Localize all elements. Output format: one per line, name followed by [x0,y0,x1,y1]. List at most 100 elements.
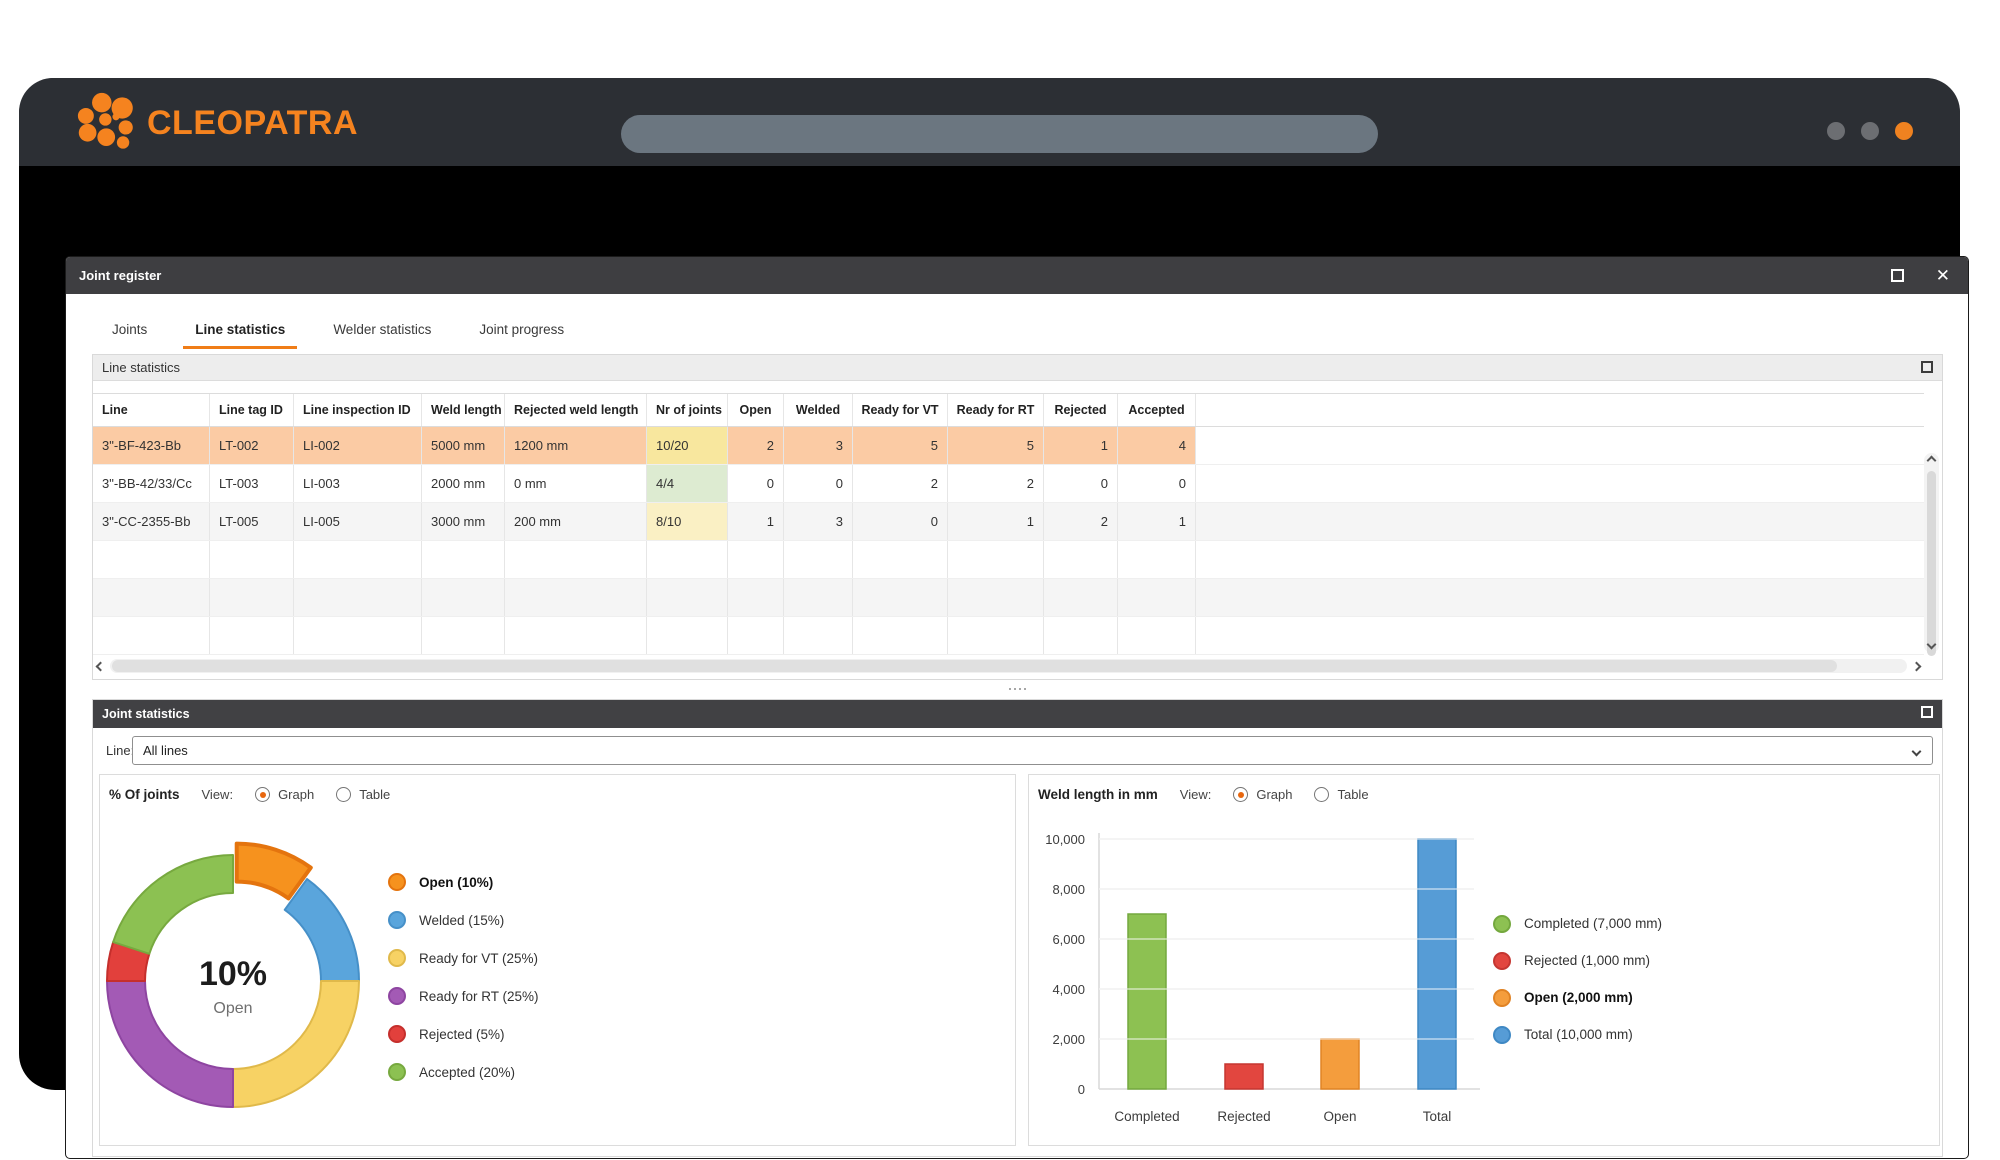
tab-line-statistics[interactable]: Line statistics [183,312,298,349]
scroll-left-icon[interactable] [95,661,106,671]
tab-joints[interactable]: Joints [112,322,148,337]
column-header[interactable]: Nr of joints [647,394,728,426]
table-row-empty [93,541,1924,579]
donut-legend: Open (10%) Welded (15%) Ready for VT (25%)… [388,863,539,1091]
line-filter-dropdown[interactable]: All lines [132,736,1933,765]
tab-welder-statistics[interactable]: Welder statistics [333,322,432,337]
window-dot-icon[interactable] [1827,122,1845,140]
line-statistics-panel: Line statistics Line Line tag ID Line insp… [92,354,1943,680]
window-controls [1827,122,1913,140]
column-header[interactable]: Welded [784,394,853,426]
table-cell: 0 [1118,465,1196,502]
legend-item-rejected[interactable]: Rejected (1,000 mm) [1493,942,1662,979]
horizontal-scrollbar[interactable] [95,657,1922,675]
table-row[interactable]: 3"-BB-42/33/Cc LT-003 LI-003 2000 mm 0 mm 4/4… [93,465,1924,503]
vertical-scrollbar[interactable] [1924,453,1939,656]
table-cell [784,617,853,654]
radio-label: Table [1337,787,1369,802]
line-statistics-table-area: Line Line tag ID Line inspection ID Weld le… [93,381,1942,679]
table-cell: 5000 mm [422,427,505,464]
maximize-icon[interactable] [1890,269,1904,282]
radio-unselected-icon[interactable] [1314,787,1330,802]
table-cell: 2 [728,427,784,464]
horizontal-scroll-thumb[interactable] [112,660,1838,672]
table-cell: 4/4 [647,465,728,502]
table-row[interactable]: 3"-CC-2355-Bb LT-005 LI-005 3000 mm 200 mm 8/… [93,503,1924,541]
dialog-header[interactable]: Joint register ✕ [66,257,1968,294]
tab-joint-progress[interactable]: Joint progress [479,322,565,337]
radio-unselected-icon[interactable] [336,787,352,802]
panel-title: Joint statistics [102,707,190,721]
table-cell [728,617,784,654]
table-cell: 200 mm [505,503,647,540]
panel-maximize-icon[interactable] [1921,706,1933,718]
table-cell-filler [1196,617,1924,654]
table-cell: LI-002 [294,427,422,464]
table-cell: 2 [853,465,948,502]
legend-item-rejected[interactable]: Rejected (5%) [388,1015,539,1053]
bar-completed[interactable] [1127,913,1167,1090]
column-header[interactable]: Weld length [422,394,505,426]
legend-item-open[interactable]: Open (2,000 mm) [1493,979,1662,1016]
scroll-up-icon[interactable] [1926,455,1937,466]
scroll-right-icon[interactable] [1911,661,1922,671]
donut-slice-welded[interactable] [283,878,360,982]
view-option-graph[interactable]: Graph [1233,787,1292,802]
table-cell: 2000 mm [422,465,505,502]
view-option-table[interactable]: Table [1314,787,1369,802]
column-header[interactable]: Ready for VT [853,394,948,426]
table-row[interactable]: 3"-BF-423-Bb LT-002 LI-002 5000 mm 1200 mm 10… [93,427,1924,465]
line-statistics-panel-header: Line statistics [93,355,1942,381]
column-header[interactable]: Line [93,394,210,426]
column-header[interactable]: Accepted [1118,394,1196,426]
table-cell: 3 [784,427,853,464]
radio-selected-icon[interactable] [255,787,271,802]
x-axis-category-label: Completed [1114,1109,1179,1124]
column-header[interactable]: Line tag ID [210,394,294,426]
donut-slice-accepted[interactable] [112,854,234,955]
table-cell: 0 [853,503,948,540]
view-option-table[interactable]: Table [336,787,390,802]
table-cell [853,617,948,654]
column-header[interactable]: Line inspection ID [294,394,422,426]
column-header[interactable]: Rejected [1044,394,1118,426]
panel-maximize-icon[interactable] [1921,361,1933,373]
line-filter-value: All lines [143,743,188,758]
view-option-graph[interactable]: Graph [255,787,314,802]
view-label: View: [1179,787,1212,802]
close-icon[interactable]: ✕ [1935,266,1950,285]
table-cell: 5 [948,427,1044,464]
vertical-scroll-thumb[interactable] [1927,471,1936,656]
legend-item-completed[interactable]: Completed (7,000 mm) [1493,905,1662,942]
panel-splitter-handle[interactable] [66,682,1968,696]
legend-item-ready-for-rt[interactable]: Ready for RT (25%) [388,977,539,1015]
table-cell: LT-003 [210,465,294,502]
table-cell [647,617,728,654]
legend-item-ready-for-vt[interactable]: Ready for VT (25%) [388,939,539,977]
legend-item-open[interactable]: Open (10%) [388,863,539,901]
bar-rejected[interactable] [1224,1063,1264,1090]
legend-label: Ready for RT (25%) [419,988,539,1004]
column-header-filler [1196,394,1924,426]
legend-item-welded[interactable]: Welded (15%) [388,901,539,939]
y-axis-tick-label: 10,000 [1045,832,1085,847]
column-header[interactable]: Ready for RT [948,394,1044,426]
table-cell [853,541,948,578]
search-bar[interactable] [621,115,1378,153]
window-dot-icon[interactable] [1861,122,1879,140]
table-cell: LI-005 [294,503,422,540]
radio-selected-icon[interactable] [1233,787,1249,802]
legend-item-accepted[interactable]: Accepted (20%) [388,1053,539,1091]
window-dot-icon[interactable] [1895,122,1913,140]
legend-item-total[interactable]: Total (10,000 mm) [1493,1016,1662,1053]
bar-total[interactable] [1417,838,1457,1090]
column-header[interactable]: Rejected weld length [505,394,647,426]
bar-open[interactable] [1320,1038,1360,1090]
table-cell: 3"-BF-423-Bb [93,427,210,464]
donut-slice-open[interactable] [234,841,313,901]
donut-slice-ready-for-rt[interactable] [106,980,234,1108]
y-axis-tick-label: 4,000 [1052,982,1085,997]
donut-slice-ready-for-vt[interactable] [232,980,360,1108]
table-cell: 0 mm [505,465,647,502]
column-header[interactable]: Open [728,394,784,426]
